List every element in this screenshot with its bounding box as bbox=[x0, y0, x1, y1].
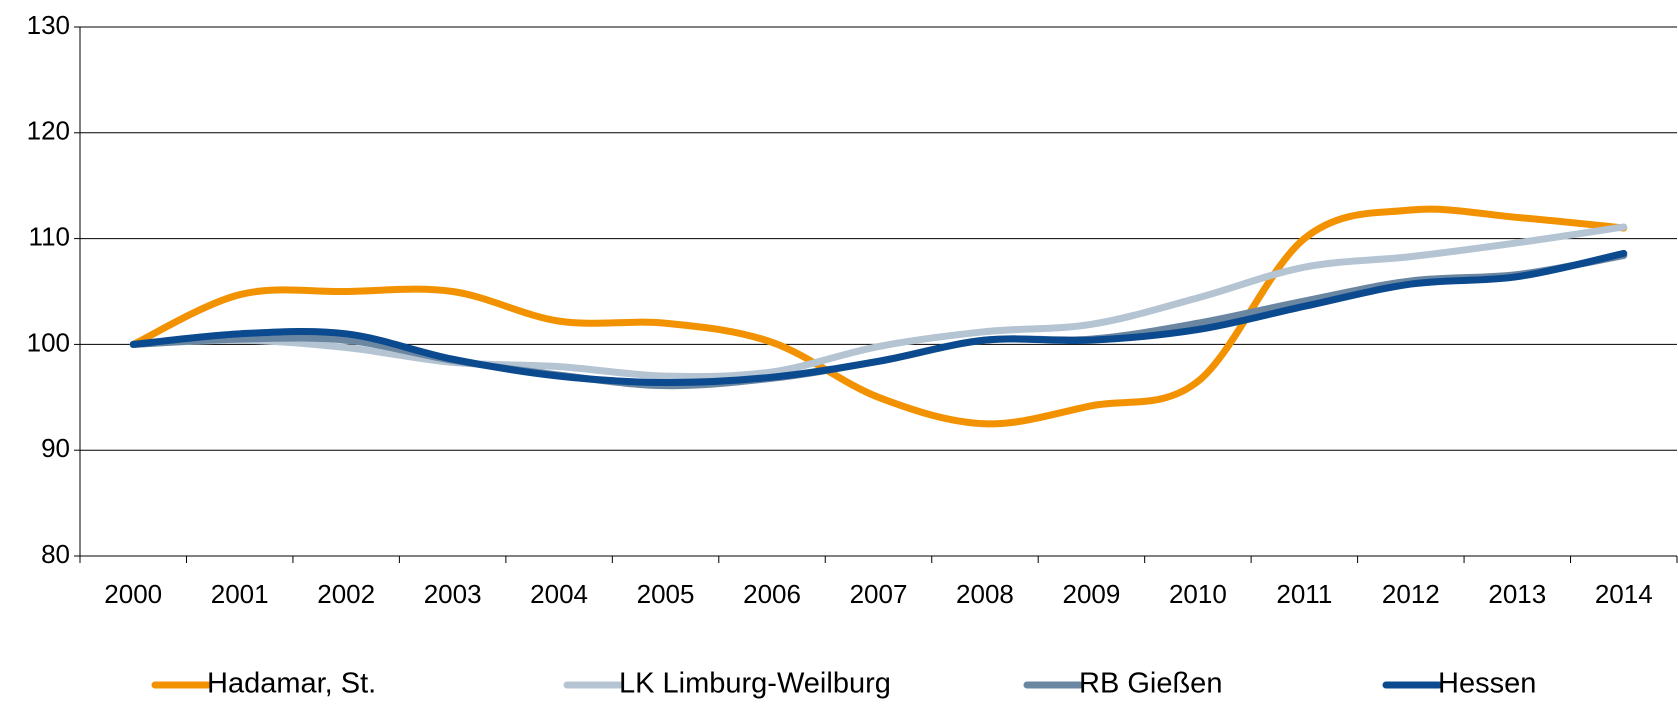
x-tick-label: 2009 bbox=[1063, 579, 1121, 609]
legend-label: Hessen bbox=[1438, 668, 1536, 700]
x-tick-label: 2006 bbox=[743, 579, 801, 609]
x-tick-label: 2013 bbox=[1488, 579, 1546, 609]
series-line bbox=[129, 223, 1628, 381]
x-tick-label: 2012 bbox=[1382, 579, 1440, 609]
y-tick-label: 110 bbox=[29, 221, 70, 251]
y-tick-label: 90 bbox=[41, 433, 70, 463]
x-tick-label: 2010 bbox=[1169, 579, 1227, 609]
y-tick-label: 100 bbox=[27, 327, 70, 357]
x-tick-label: 2011 bbox=[1276, 579, 1332, 609]
legend-label: RB Gießen bbox=[1079, 668, 1222, 700]
x-tick-label: 2014 bbox=[1595, 579, 1653, 609]
series-line bbox=[129, 252, 1628, 390]
series-line bbox=[129, 249, 1628, 386]
x-tick-label: 2008 bbox=[956, 579, 1014, 609]
x-tick-label: 2002 bbox=[317, 579, 375, 609]
y-tick-label: 130 bbox=[27, 10, 70, 40]
legend-label: LK Limburg-Weilburg bbox=[619, 668, 891, 700]
x-tick-label: 2001 bbox=[211, 579, 269, 609]
x-tick-label: 2004 bbox=[530, 579, 588, 609]
y-tick-label: 120 bbox=[27, 116, 70, 146]
x-tick-label: 2005 bbox=[637, 579, 695, 609]
x-tick-label: 2003 bbox=[424, 579, 482, 609]
x-tick-label: 2000 bbox=[104, 579, 162, 609]
y-tick-label: 80 bbox=[41, 539, 70, 569]
x-tick-label: 2007 bbox=[850, 579, 908, 609]
legend-label: Hadamar, St. bbox=[207, 668, 376, 700]
series-line bbox=[129, 205, 1628, 428]
